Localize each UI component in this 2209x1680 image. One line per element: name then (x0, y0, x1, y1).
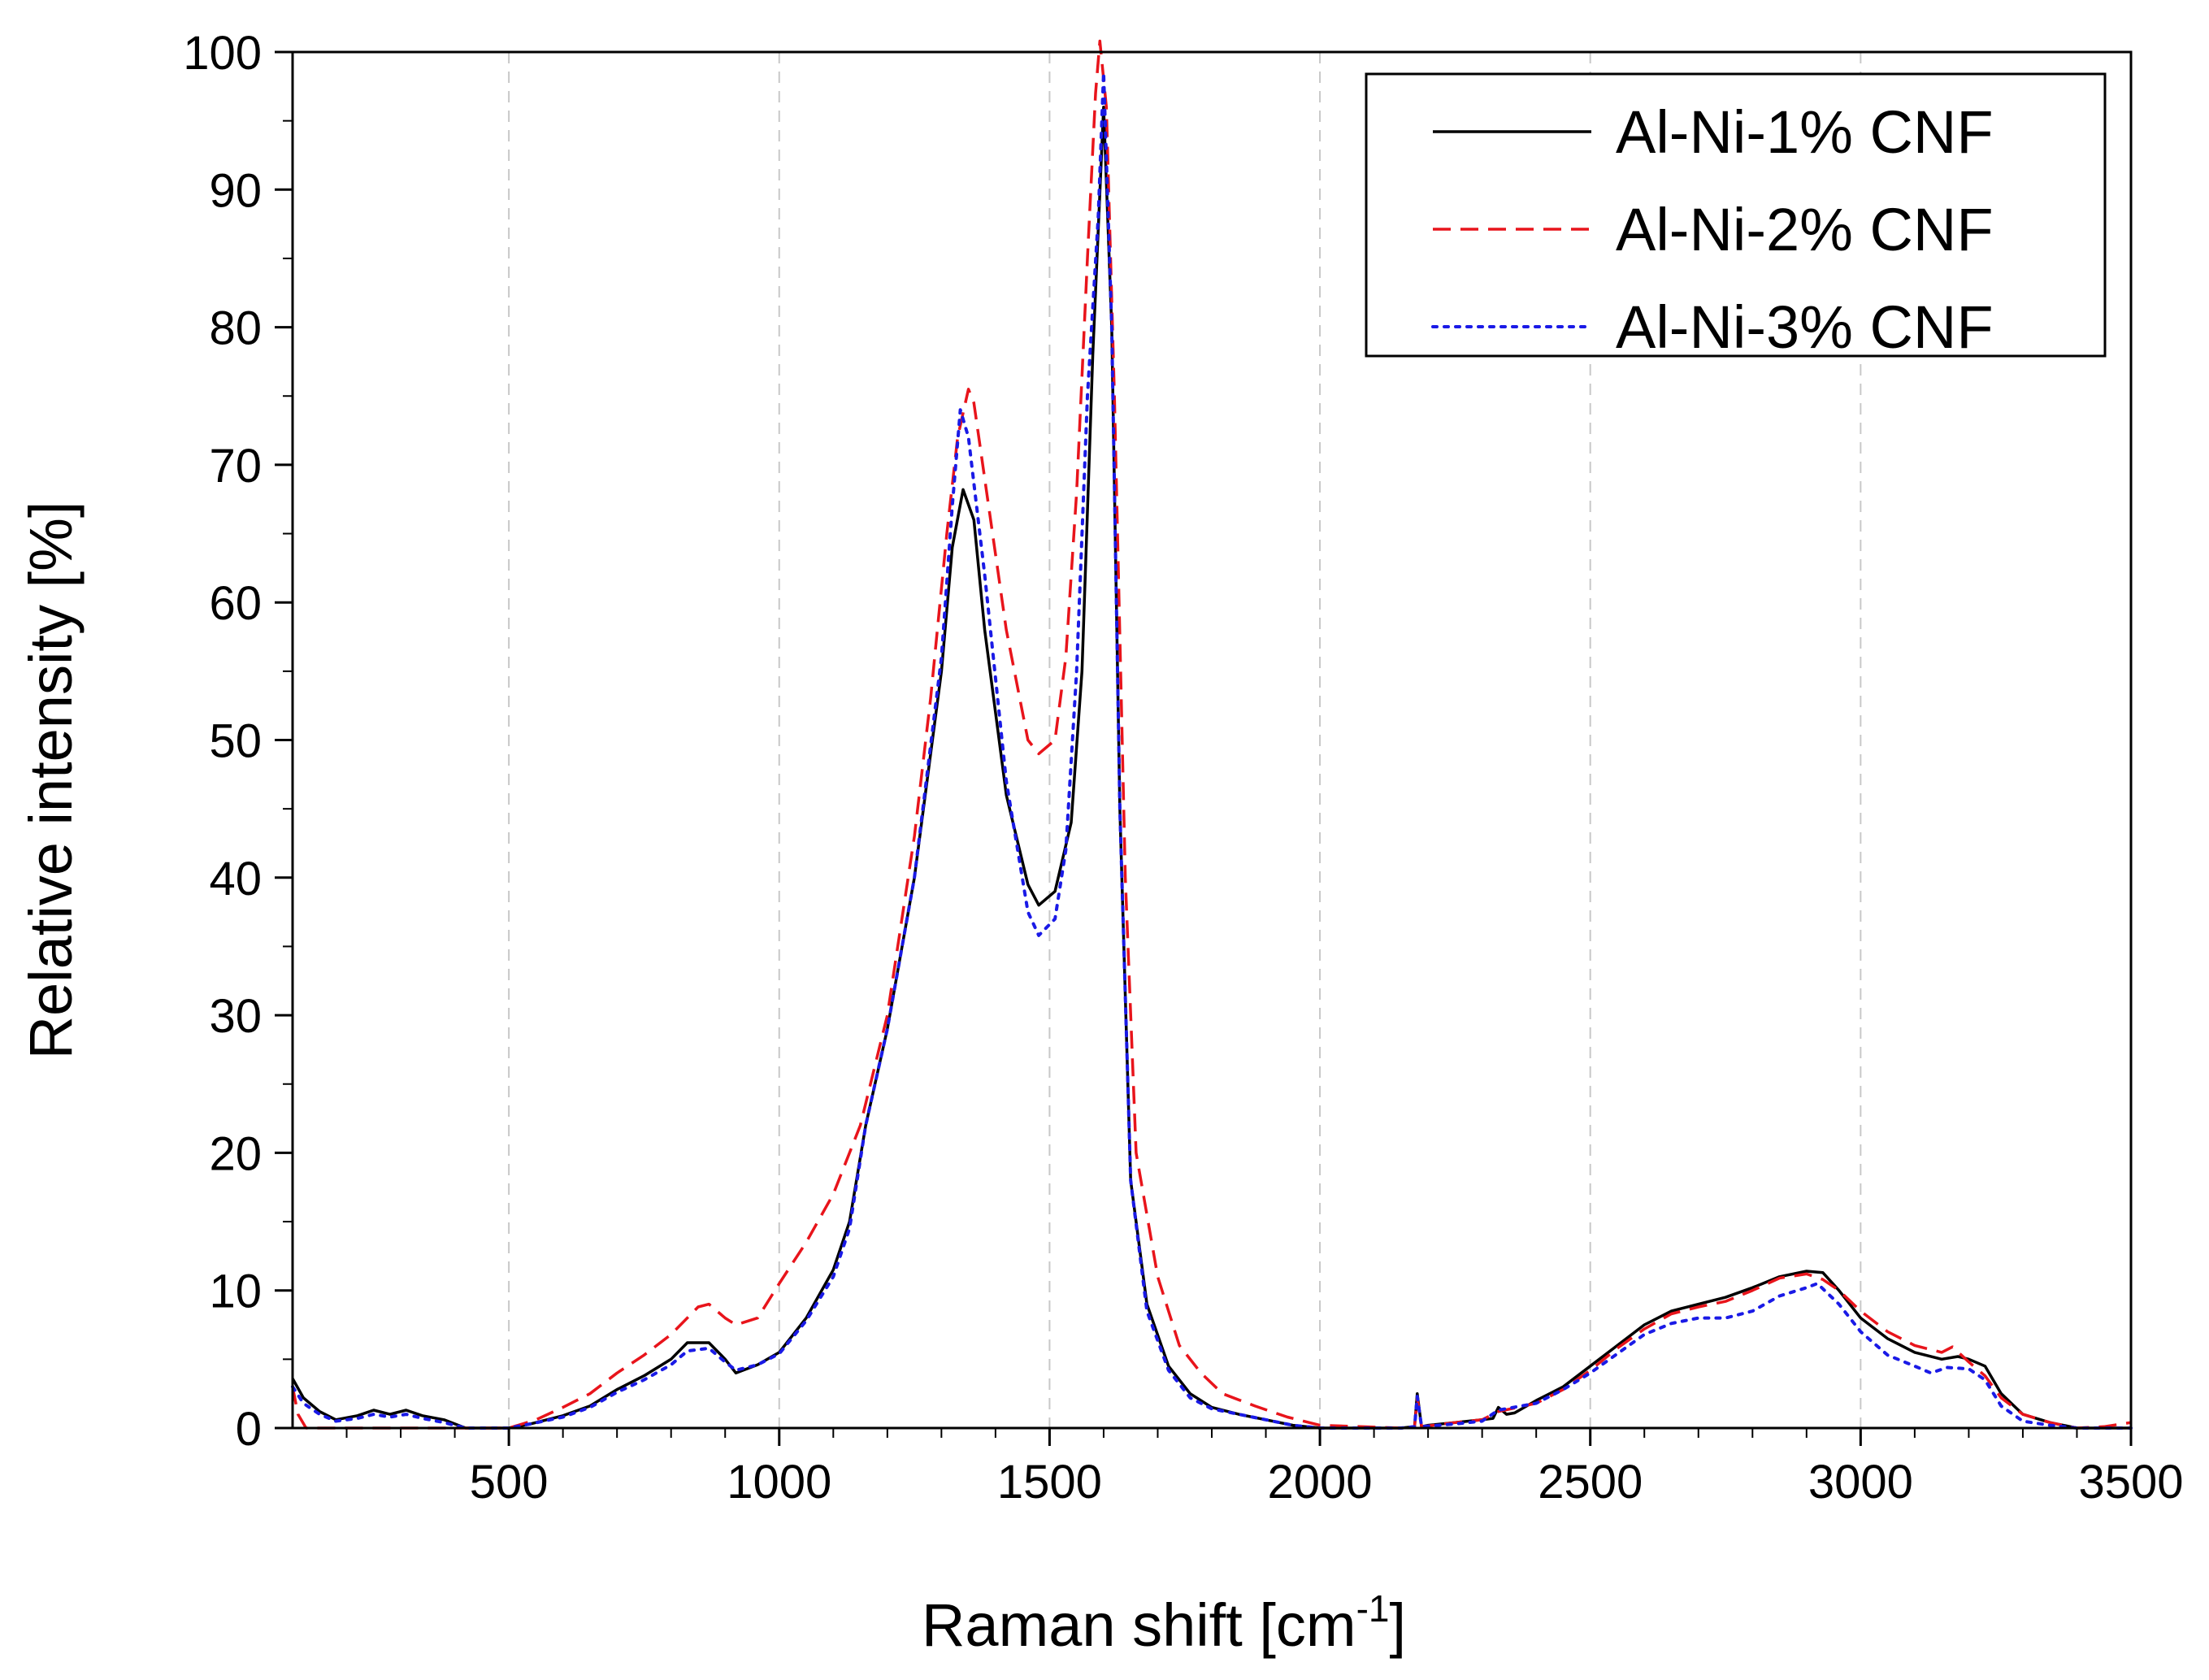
legend-label-1: Al-Ni-1% CNF (1616, 98, 1994, 166)
y-axis-title: Relative intensity [%] (17, 501, 85, 1060)
x-tick-label-2000: 2000 (1268, 1456, 1373, 1509)
axis-ticks (275, 50, 2133, 1446)
y-tick-label-50: 50 (209, 715, 262, 768)
x-axis-title-main: Raman shift [cm (922, 1591, 1356, 1659)
legend: Al-Ni-1% CNF Al-Ni-2% CNF Al-Ni-3% CNF (1365, 72, 2107, 361)
y-tick-label-0: 0 (236, 1403, 262, 1456)
grid-lines (508, 52, 1862, 1428)
legend-label-3: Al-Ni-3% CNF (1616, 293, 1994, 361)
x-tick-label-1500: 1500 (997, 1456, 1102, 1509)
y-tick-label-100: 100 (183, 27, 262, 80)
y-tick-label-30: 30 (209, 990, 262, 1043)
tick-labels: 500 1000 1500 2000 2500 3000 3500 0 10 20 30 40 50 60… (183, 27, 2183, 1509)
x-tick-label-3000: 3000 (1808, 1456, 1913, 1509)
series-layer (291, 39, 2133, 1430)
legend-label-2: Al-Ni-2% CNF (1616, 196, 1994, 263)
legend-box (1365, 72, 2107, 358)
x-axis-title-superscript: -1 (1356, 1587, 1390, 1630)
x-tick-label-2500: 2500 (1538, 1456, 1643, 1509)
y-tick-label-70: 70 (209, 440, 262, 493)
x-axis-title-suffix: ] (1389, 1591, 1406, 1659)
y-tick-label-60: 60 (209, 577, 262, 630)
y-tick-label-20: 20 (209, 1127, 262, 1180)
x-tick-label-500: 500 (470, 1456, 549, 1509)
x-tick-label-1000: 1000 (727, 1456, 831, 1509)
x-tick-label-3500: 3500 (2078, 1456, 2183, 1509)
x-axis-title: Raman shift [cm-1] (922, 1587, 1406, 1659)
y-tick-label-40: 40 (209, 853, 262, 905)
series-line-1 (291, 105, 2131, 1430)
y-tick-label-80: 80 (209, 302, 262, 355)
y-tick-label-90: 90 (209, 164, 262, 217)
y-tick-label-10: 10 (209, 1265, 262, 1318)
series-line-2 (291, 39, 2132, 1430)
